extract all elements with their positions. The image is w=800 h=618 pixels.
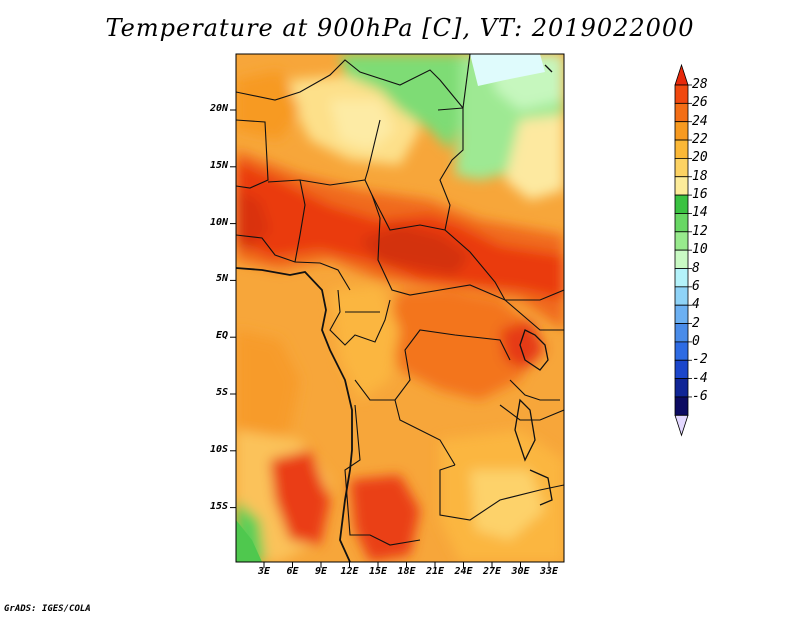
colorbar-label: -6 xyxy=(692,388,708,404)
lat-label: 10N xyxy=(209,216,228,228)
colorbar-label: 26 xyxy=(692,95,708,111)
lat-label: EQ xyxy=(215,330,228,342)
temperature-field xyxy=(236,54,564,562)
colorbar-swatch xyxy=(674,121,689,141)
lon-label: 15E xyxy=(368,566,388,577)
colorbar-swatch xyxy=(674,139,689,159)
colorbar-swatch xyxy=(674,84,689,104)
lat-label: 5N xyxy=(215,273,228,285)
colorbar-swatch xyxy=(674,176,689,196)
colorbar-label: 16 xyxy=(692,187,708,203)
lat-label: 5S xyxy=(215,387,228,398)
colorbar-swatch xyxy=(674,341,689,361)
colorbar-swatch xyxy=(674,286,689,306)
colorbar-label: 22 xyxy=(692,132,708,148)
colorbar-swatch xyxy=(674,157,689,178)
lat-label: 10S xyxy=(209,443,228,455)
colorbar-label: 4 xyxy=(692,297,700,313)
colorbar-label: 8 xyxy=(692,260,700,276)
colorbar-bottom-triangle xyxy=(674,414,689,437)
colorbar-top-triangle xyxy=(674,63,689,86)
lat-label: 15N xyxy=(209,159,228,171)
colorbar-swatch xyxy=(674,304,689,324)
country-borders xyxy=(236,54,564,546)
colorbar-label: 24 xyxy=(692,113,708,129)
colorbar-swatch xyxy=(674,102,689,123)
lon-label: 21E xyxy=(425,566,445,577)
lon-label: 30E xyxy=(511,566,530,577)
colorbar-swatch xyxy=(674,194,689,214)
lon-label: 6E xyxy=(286,566,299,577)
colorbar-label: 6 xyxy=(692,278,700,294)
lat-label: 20N xyxy=(209,103,228,114)
colorbar-label: -4 xyxy=(692,370,708,386)
colorbar-label: 2 xyxy=(692,315,700,331)
colorbar-swatch xyxy=(674,359,689,380)
colorbar xyxy=(674,63,692,437)
colorbar-swatch xyxy=(674,213,689,233)
colorbar-swatch xyxy=(674,249,689,269)
colorbar-label: 20 xyxy=(692,150,708,166)
colorbar-label: 18 xyxy=(692,168,708,184)
lon-label: 12E xyxy=(340,566,359,577)
colorbar-swatch xyxy=(674,268,689,288)
colorbar-label: 12 xyxy=(692,223,708,239)
lon-label: 27E xyxy=(482,566,502,577)
colorbar-swatch xyxy=(674,396,689,416)
lat-label: 15S xyxy=(209,500,228,512)
colorbar-swatch xyxy=(674,231,689,251)
lon-label: 18E xyxy=(397,566,416,577)
coastline xyxy=(236,64,553,562)
colorbar-label: 28 xyxy=(692,77,708,92)
lon-label: 24E xyxy=(454,566,473,577)
credit-label: GrADS: IGES/COLA xyxy=(4,604,91,614)
map-title: Temperature at 900hPa [C], VT: 201902200… xyxy=(105,14,695,42)
colorbar-label: 0 xyxy=(692,333,700,349)
lon-label: 33E xyxy=(539,566,559,577)
colorbar-swatch xyxy=(674,378,689,398)
lon-label: 9E xyxy=(314,566,328,577)
colorbar-label: 10 xyxy=(692,242,708,258)
colorbar-swatch xyxy=(674,323,689,343)
colorbar-label: -2 xyxy=(692,352,708,368)
colorbar-label: 14 xyxy=(692,205,708,221)
lon-label: 3E xyxy=(257,566,271,577)
